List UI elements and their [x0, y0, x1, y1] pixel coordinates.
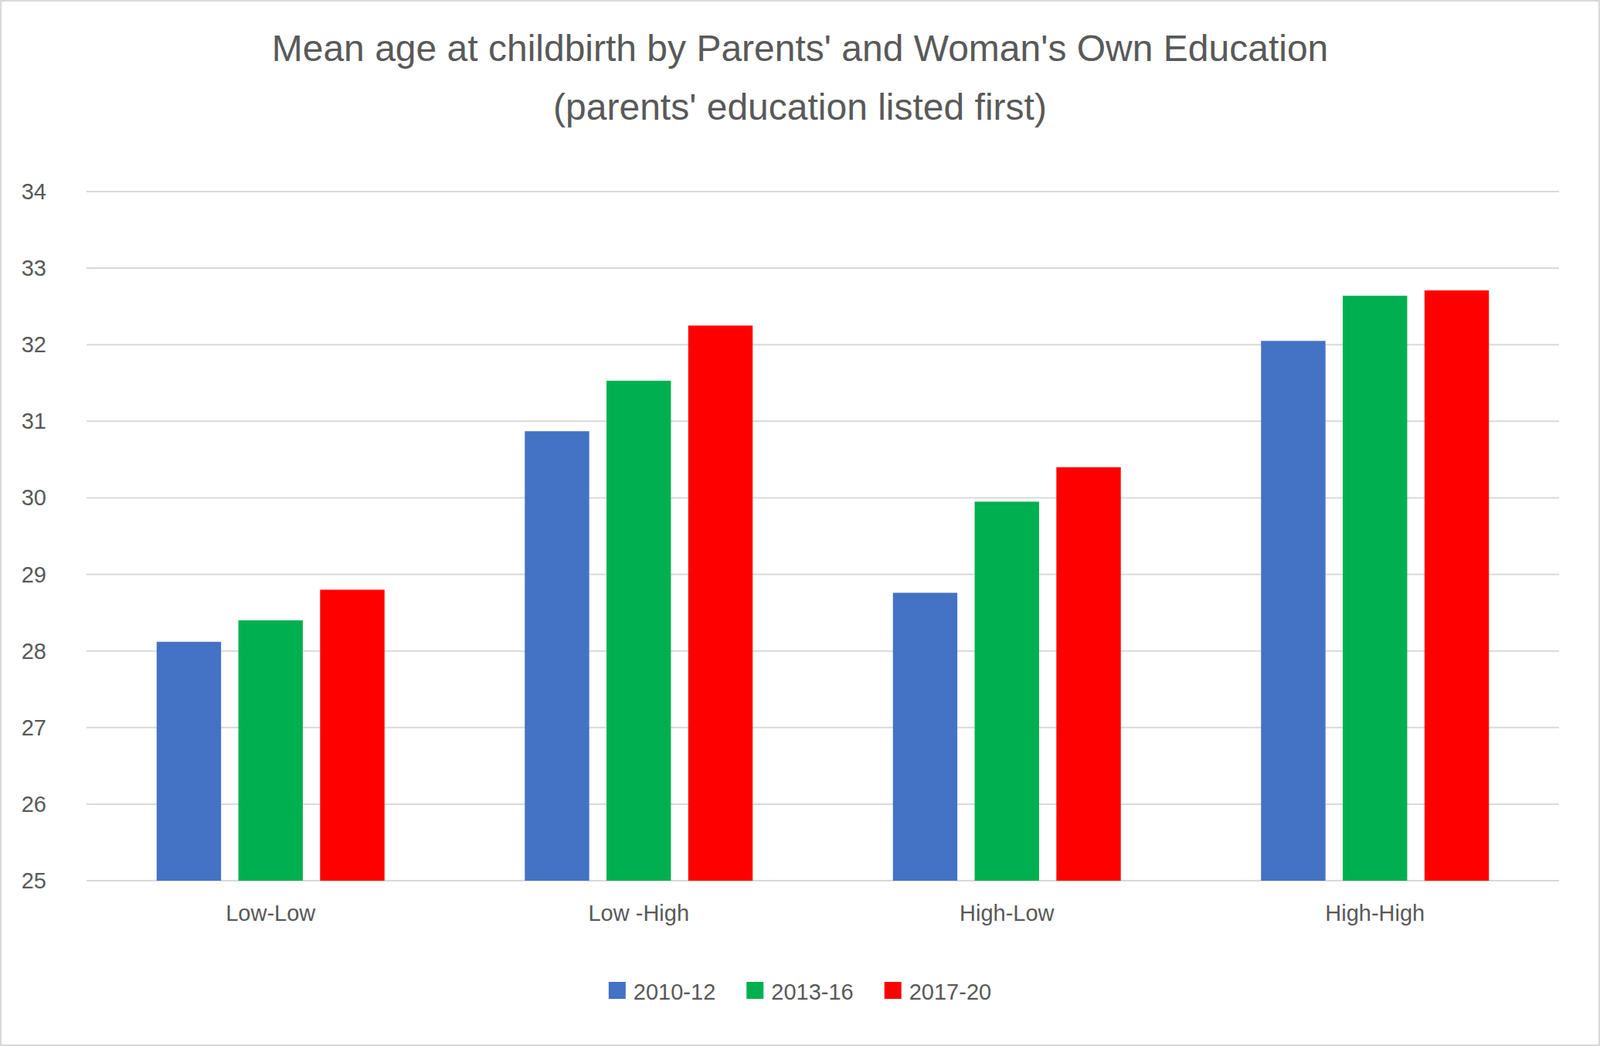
x-tick-label: High-Low: [959, 900, 1056, 926]
grid-line: [86, 879, 1560, 882]
bars: [156, 290, 1489, 881]
title: Mean age at childbirth by Parents' and W…: [271, 27, 1329, 128]
legend: 2010-12 2013-16 2017-20: [608, 979, 992, 1005]
legend-label: 2017-20: [909, 979, 992, 1005]
grid-line: [86, 650, 1560, 653]
y-tick-label: 30: [21, 485, 47, 510]
y-tick-label: 27: [21, 715, 47, 741]
bar: [156, 642, 221, 881]
legend-label: 2010-12: [633, 979, 716, 1005]
y-tick-label: 32: [21, 332, 47, 357]
y-tick-label: 33: [21, 255, 47, 281]
y-tick-label: 25: [21, 868, 47, 894]
x-tick-label: Low -High: [587, 900, 690, 926]
y-tick-label: 29: [21, 562, 47, 588]
grid-line: [86, 343, 1560, 346]
legend-label: 2013-16: [771, 979, 853, 1005]
chart: Mean age at childbirth by Parents' and W…: [0, 0, 1600, 1046]
bar: [1342, 295, 1407, 881]
chart-border: [0, 0, 1600, 1046]
bar: [238, 620, 303, 881]
grid-line: [86, 190, 1560, 193]
y-tick-label: 34: [21, 179, 47, 204]
bar: [974, 501, 1040, 881]
grid-line: [86, 496, 1560, 499]
bar: [688, 325, 753, 881]
x-tick-label: High-High: [1324, 900, 1425, 926]
legend-swatch: [746, 981, 764, 999]
y-tick-label: 31: [21, 408, 47, 434]
grid-line: [86, 726, 1560, 729]
bar: [1056, 467, 1121, 881]
bar: [1424, 290, 1489, 881]
grid-line: [86, 420, 1560, 422]
x-tick-label: Low-Low: [225, 900, 316, 926]
bar: [1260, 340, 1325, 881]
legend-swatch: [884, 981, 902, 999]
bar: [606, 380, 671, 881]
grid-line: [86, 267, 1560, 269]
y-tick-label: 28: [21, 638, 47, 664]
grid-line: [86, 574, 1560, 576]
legend-swatch: [608, 981, 626, 999]
bar: [319, 589, 384, 881]
bar: [893, 592, 958, 881]
grid-line: [86, 803, 1560, 806]
y-tick-label: 26: [21, 791, 47, 817]
bar: [524, 431, 589, 881]
